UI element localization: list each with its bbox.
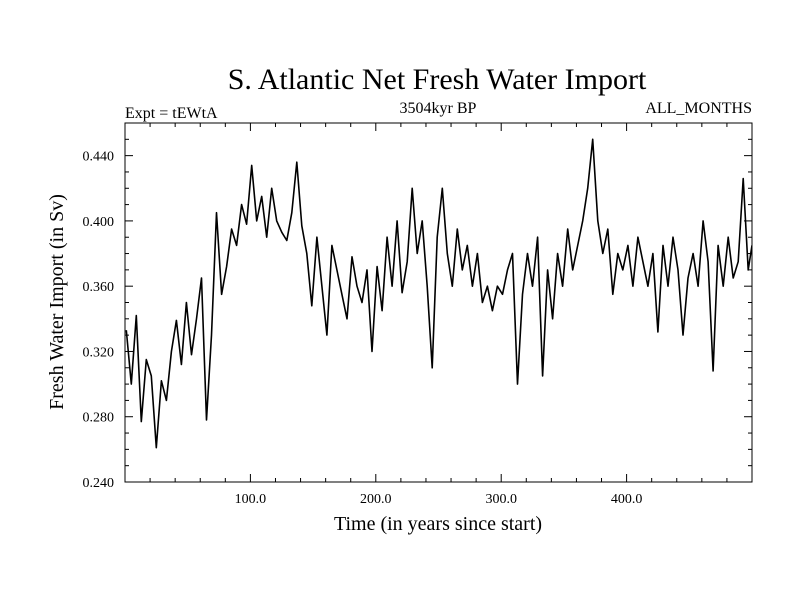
y-tick-label: 0.320 (83, 345, 115, 360)
x-tick-label: 300.0 (485, 492, 517, 507)
y-tick-label: 0.440 (83, 150, 115, 165)
period-label: 3504kyr BP (400, 100, 477, 117)
months-label: ALL_MONTHS (645, 100, 752, 117)
series-group (125, 138, 752, 449)
plot-frame (124, 122, 753, 483)
axis-ticks (125, 122, 752, 483)
experiment-label: Expt = tEWtA (125, 105, 218, 122)
y-tick-labels: 0.240 0.280 0.320 0.360 0.400 0.440 (83, 150, 115, 491)
x-tick-label: 400.0 (611, 492, 643, 507)
series-line (125, 138, 752, 449)
y-tick-label: 0.240 (83, 476, 115, 491)
x-tick-label: 200.0 (360, 492, 392, 507)
x-tick-label: 100.0 (235, 492, 267, 507)
x-axis-label: Time (in years since start) (334, 513, 542, 535)
x-tick-labels: 100.0 200.0 300.0 400.0 (235, 492, 643, 507)
y-tick-label: 0.400 (83, 215, 115, 230)
y-axis-label: Fresh Water Import (in Sv) (46, 194, 68, 410)
y-tick-label: 0.280 (83, 411, 115, 426)
chart-title: S. Atlantic Net Fresh Water Import (228, 63, 647, 96)
y-tick-label: 0.360 (83, 280, 115, 295)
